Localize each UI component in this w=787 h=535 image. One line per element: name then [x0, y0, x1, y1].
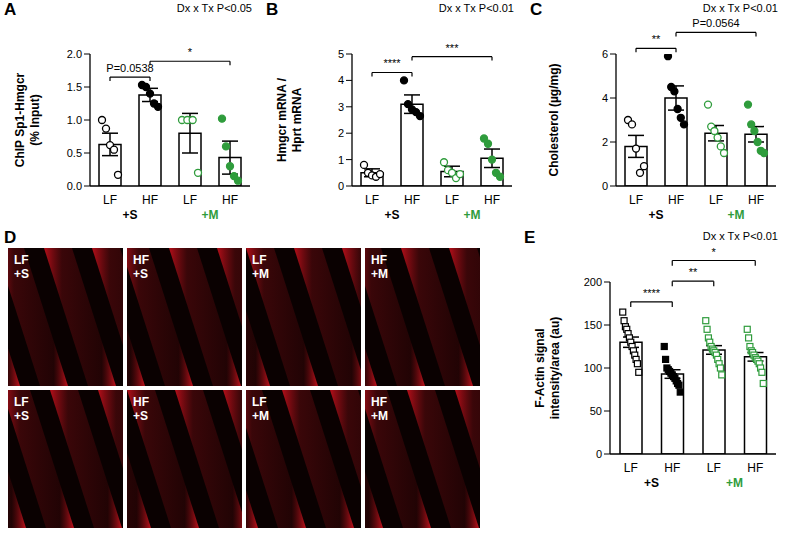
svg-text:Cholesterol (µg/mg): Cholesterol (µg/mg): [547, 64, 561, 177]
svg-text:LF: LF: [183, 193, 197, 207]
svg-text:Hmgcr mRNA /Hprt mRNA: Hmgcr mRNA /Hprt mRNA: [275, 77, 304, 162]
svg-text:100: 100: [584, 362, 602, 374]
svg-text:0.5: 0.5: [67, 147, 82, 159]
svg-text:LF: LF: [103, 193, 117, 207]
html-text:B: B: [266, 0, 279, 19]
svg-text:LF+S: LF+S: [14, 395, 29, 423]
svg-text:P=0.0564: P=0.0564: [692, 17, 739, 29]
svg-text:0: 0: [596, 448, 602, 460]
svg-text:P=0.0538: P=0.0538: [106, 62, 153, 74]
svg-text:LF: LF: [624, 461, 638, 475]
svg-text:*: *: [188, 46, 193, 58]
svg-text:LF: LF: [709, 193, 723, 207]
svg-text:3: 3: [338, 101, 344, 113]
svg-text:HF: HF: [668, 193, 684, 207]
svg-text:LF: LF: [629, 193, 643, 207]
svg-text:**: **: [689, 266, 698, 278]
html-text:Dx x Tx P<0.01: Dx x Tx P<0.01: [438, 2, 514, 14]
svg-text:HF+S: HF+S: [133, 253, 149, 281]
html-text:Dx x Tx P<0.01: Dx x Tx P<0.01: [702, 230, 778, 242]
svg-text:0: 0: [338, 180, 344, 192]
html-text:Dx x Tx P<0.01: Dx x Tx P<0.01: [702, 2, 778, 14]
svg-text:+M: +M: [463, 208, 480, 222]
svg-text:ChIP Sp1-Hmgcr(% Input): ChIP Sp1-Hmgcr(% Input): [13, 72, 42, 167]
svg-text:LF: LF: [707, 461, 721, 475]
svg-text:2: 2: [338, 127, 344, 139]
svg-text:0.0: 0.0: [67, 180, 82, 192]
svg-text:HF+M: HF+M: [371, 395, 388, 423]
svg-text:HF: HF: [484, 193, 500, 207]
svg-text:200: 200: [584, 276, 602, 288]
svg-text:+M: +M: [201, 208, 218, 222]
svg-text:HF+M: HF+M: [371, 253, 388, 281]
svg-text:HF: HF: [664, 461, 680, 475]
svg-text:+S: +S: [644, 476, 659, 490]
svg-text:HF: HF: [222, 193, 238, 207]
svg-text:4: 4: [602, 92, 608, 104]
svg-text:1: 1: [338, 154, 344, 166]
svg-text:HF: HF: [142, 193, 158, 207]
svg-text:HF+S: HF+S: [133, 395, 149, 423]
svg-text:LF+M: LF+M: [252, 395, 269, 423]
svg-text:***: ***: [446, 42, 460, 54]
html-text:D: D: [4, 228, 17, 247]
svg-text:+M: +M: [726, 476, 743, 490]
svg-text:HF: HF: [404, 193, 420, 207]
svg-text:LF: LF: [365, 193, 379, 207]
svg-text:+M: +M: [727, 208, 744, 222]
svg-text:2: 2: [602, 136, 608, 148]
html-text:Dx x Tx P<0.05: Dx x Tx P<0.05: [176, 2, 252, 14]
svg-text:2.0: 2.0: [67, 48, 82, 60]
svg-text:1.0: 1.0: [67, 114, 82, 126]
svg-text:LF+S: LF+S: [14, 253, 29, 281]
svg-text:6: 6: [602, 48, 608, 60]
svg-text:150: 150: [584, 319, 602, 331]
svg-text:4: 4: [338, 74, 344, 86]
svg-text:5: 5: [338, 48, 344, 60]
html-text:A: A: [4, 0, 17, 19]
svg-text:LF: LF: [445, 193, 459, 207]
svg-text:HF: HF: [748, 193, 764, 207]
svg-text:*: *: [712, 246, 717, 258]
svg-text:+S: +S: [384, 208, 399, 222]
svg-text:0: 0: [602, 180, 608, 192]
svg-text:+S: +S: [122, 208, 137, 222]
svg-text:LF+M: LF+M: [252, 253, 269, 281]
html-text:C: C: [530, 0, 543, 19]
svg-text:**: **: [652, 33, 661, 45]
svg-text:1.5: 1.5: [67, 81, 82, 93]
svg-text:F-Actin signalintensity/area (: F-Actin signalintensity/area (au): [533, 317, 562, 420]
svg-text:****: ****: [383, 57, 401, 69]
svg-text:50: 50: [590, 405, 602, 417]
html-text:E: E: [524, 228, 536, 247]
svg-text:HF: HF: [747, 461, 763, 475]
svg-text:+S: +S: [648, 208, 663, 222]
svg-text:****: ****: [643, 287, 661, 299]
